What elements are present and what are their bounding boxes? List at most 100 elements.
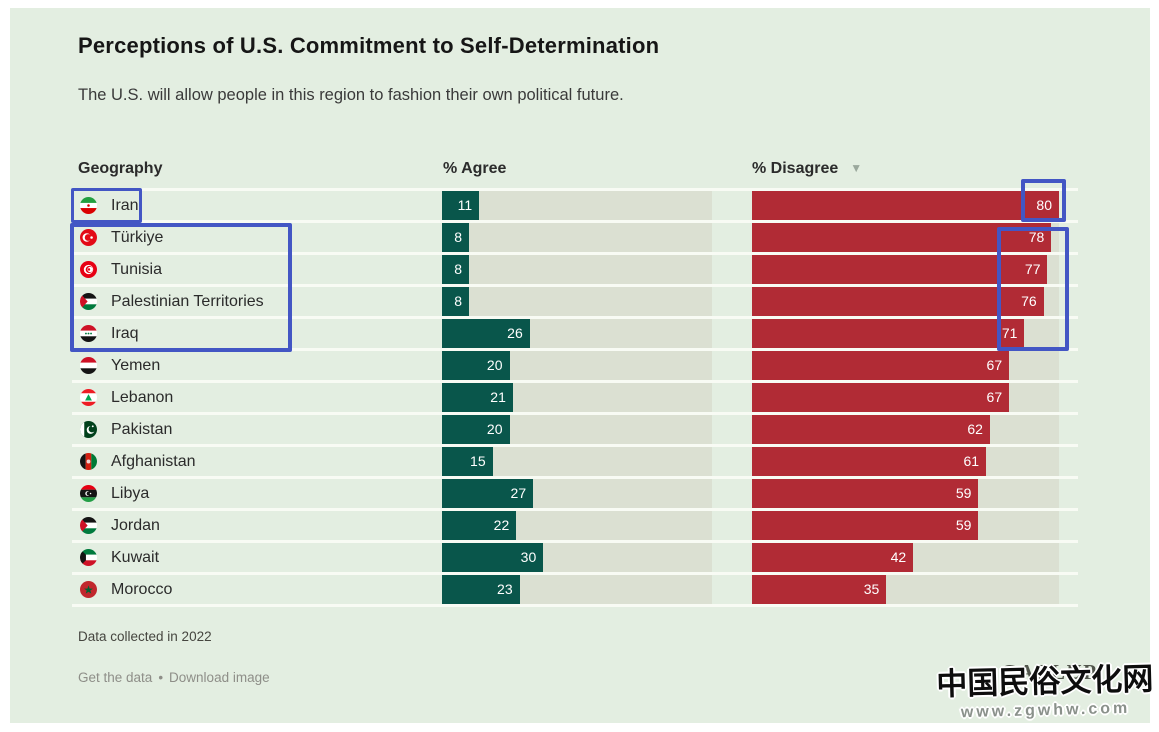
disagree-bar[interactable]: 77 [752,255,1048,284]
agree-bar[interactable]: 15 [442,447,493,476]
agree-bar-track: 20 [442,415,712,444]
country-label: Iraq [111,325,139,342]
country-label: Iran [111,197,139,214]
agree-bar[interactable]: 27 [442,479,534,508]
geography-cell: Iran [80,191,139,220]
column-header-geography[interactable]: Geography [78,160,163,177]
disagree-value: 59 [955,485,972,501]
disagree-bar[interactable]: 67 [752,351,1010,380]
table-row: Türkiye 8 78 [72,223,1078,255]
yemen-flag-icon [80,357,97,374]
tunisia-flag-icon [80,261,97,278]
agree-bar[interactable]: 20 [442,415,510,444]
agree-bar-track: 30 [442,543,712,572]
agree-bar-track: 27 [442,479,712,508]
agree-bar[interactable]: 20 [442,351,510,380]
agree-bar-track: 8 [442,287,712,316]
agree-value: 26 [507,325,523,341]
country-label: Yemen [111,357,161,374]
agree-value: 23 [497,581,513,597]
download-image-link[interactable]: Download image [169,670,270,685]
disagree-bar-track: 59 [752,479,1059,508]
country-label: Afghanistan [111,453,196,470]
disagree-bar[interactable]: 67 [752,383,1010,412]
country-label: Libya [111,485,150,502]
country-label: Kuwait [111,549,160,566]
agree-bar[interactable]: 21 [442,383,513,412]
country-label: Türkiye [111,229,164,246]
country-label: Palestinian Territories [111,293,264,310]
column-header-disagree-label: % Disagree [752,160,839,177]
country-label: Tunisia [111,261,162,278]
disagree-value: 67 [986,389,1003,405]
agree-value: 8 [454,229,462,245]
disagree-bar[interactable]: 62 [752,415,990,444]
kuwait-flag-icon [80,549,97,566]
agree-value: 8 [454,261,462,277]
chart-subtitle: The U.S. will allow people in this regio… [78,86,624,104]
disagree-value: 67 [986,357,1003,373]
disagree-value: 78 [1028,229,1045,245]
disagree-bar[interactable]: 71 [752,319,1025,348]
agree-bar[interactable]: 26 [442,319,530,348]
agree-bar[interactable]: 8 [442,223,469,252]
morocco-flag-icon [80,581,97,598]
country-label: Pakistan [111,421,173,438]
disagree-value: 61 [963,453,980,469]
get-the-data-link[interactable]: Get the data [78,670,153,685]
disagree-value: 62 [967,421,983,437]
disagree-bar-track: 67 [752,351,1059,380]
agree-bar[interactable]: 23 [442,575,520,604]
disagree-bar[interactable]: 80 [752,191,1059,220]
disagree-bar-track: 59 [752,511,1059,540]
geography-cell: Pakistan [80,415,172,444]
column-header-disagree[interactable]: % Disagree ▼ [752,160,862,178]
agree-value: 27 [510,485,527,501]
sort-descending-icon: ▼ [850,161,863,175]
palestinian-territories-flag-icon [80,293,97,310]
geography-cell: Iraq [80,319,139,348]
disagree-bar[interactable]: 42 [752,543,914,572]
disagree-bar-track: 78 [752,223,1059,252]
disagree-bar[interactable]: 76 [752,287,1044,316]
pakistan-flag-icon [80,421,97,438]
agree-value: 8 [454,293,462,309]
disagree-bar[interactable]: 59 [752,511,979,540]
watermark-cn-text: 中国民俗文化网 [935,661,1154,702]
table-row: Iran 11 80 [72,191,1078,223]
afghanistan-flag-icon [80,453,97,470]
table-row: Lebanon 21 67 [72,383,1078,415]
country-label: Morocco [111,581,173,598]
disagree-bar[interactable]: 78 [752,223,1052,252]
geography-cell: Türkiye [80,223,163,252]
agree-bar-track: 8 [442,255,712,284]
disagree-value: 35 [863,581,880,597]
column-header-agree[interactable]: % Agree [443,160,507,177]
agree-bar[interactable]: 30 [442,543,544,572]
geography-cell: Yemen [80,351,160,380]
table-row: Afghanistan 15 61 [72,447,1078,479]
disagree-bar-track: 35 [752,575,1059,604]
disagree-bar[interactable]: 61 [752,447,987,476]
disagree-bar-track: 71 [752,319,1059,348]
disagree-bar[interactable]: 59 [752,479,979,508]
agree-bar[interactable]: 8 [442,287,469,316]
disagree-bar-track: 42 [752,543,1059,572]
agree-value: 22 [493,517,510,533]
table-row: Pakistan 20 62 [72,415,1078,447]
iran-flag-icon [80,197,97,214]
gallup-logo: GALLUP® [1001,660,1105,684]
geography-cell: Jordan [80,511,160,540]
lebanon-flag-icon [80,389,97,406]
agree-bar[interactable]: 11 [442,191,480,220]
agree-bar[interactable]: 8 [442,255,469,284]
disagree-value: 76 [1021,293,1037,309]
agree-value: 11 [457,197,473,213]
disagree-bar[interactable]: 35 [752,575,887,604]
agree-bar[interactable]: 22 [442,511,517,540]
agree-value: 20 [486,357,503,373]
table-row: Kuwait 30 42 [72,543,1078,575]
libya-flag-icon [80,485,97,502]
jordan-flag-icon [80,517,97,534]
